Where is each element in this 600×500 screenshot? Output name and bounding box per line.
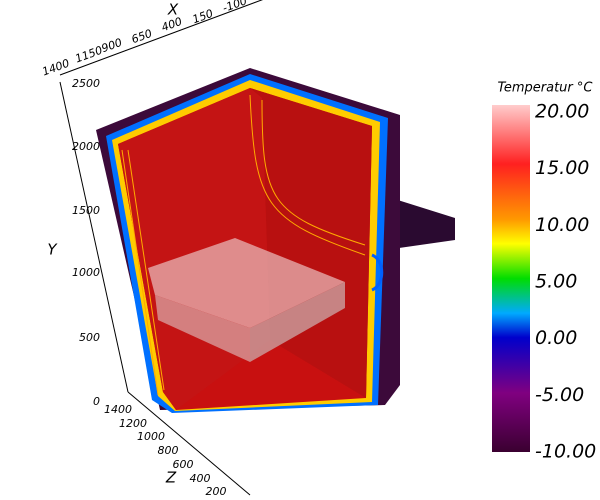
colorbar-tick-label: 15.00	[535, 157, 589, 179]
z-axis-label: Z	[165, 469, 177, 487]
y-axis-label: Y	[47, 241, 58, 259]
colorbar-tick-label: 5.00	[535, 271, 577, 293]
x-tick-label: 650	[130, 27, 154, 46]
colorbar-tick-label: 0.00	[535, 327, 577, 349]
colorbar-tick-label: -10.00	[535, 441, 596, 463]
colorbar	[492, 105, 530, 452]
y-tick-label: 1000	[72, 266, 100, 279]
x-tick-label: 1400	[40, 57, 71, 79]
z-tick-label: 1000	[137, 430, 165, 443]
colorbar-tick-label: -5.00	[535, 384, 584, 406]
x-tick-label: 1150	[73, 44, 104, 66]
z-tick-label: 400	[190, 472, 211, 485]
axes	[59, 0, 263, 496]
x-tick-label: 150	[191, 7, 215, 26]
colorbar-tick-label: 10.00	[535, 214, 589, 236]
y-tick-label: 2000	[72, 140, 100, 153]
colorbar-title: Temperatur °C	[498, 81, 594, 96]
y-tick-label: 0	[93, 395, 100, 408]
z-tick-label: 1200	[119, 417, 147, 430]
x-axis-label: X	[167, 1, 179, 19]
z-tick-label: 600	[173, 458, 194, 471]
colorbar-tick-label: 20.00	[535, 101, 589, 123]
y-tick-label: 1500	[72, 204, 100, 217]
x-tick-label: -100	[221, 0, 249, 15]
z-tick-label: 200	[206, 485, 227, 498]
y-tick-label: 500	[79, 331, 100, 344]
x-tick-label: 400	[160, 15, 184, 34]
y-tick-label: 2500	[72, 77, 100, 90]
model	[96, 68, 455, 413]
z-tick-label: 800	[158, 444, 179, 457]
z-tick-label: 1400	[104, 403, 132, 416]
